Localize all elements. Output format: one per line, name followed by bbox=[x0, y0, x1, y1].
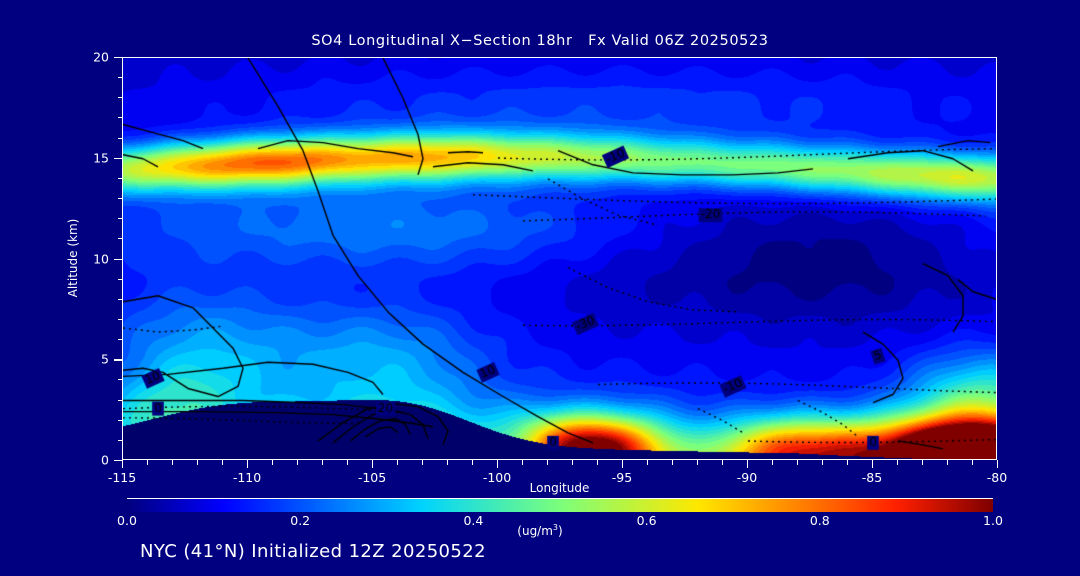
y-axis-major-tick bbox=[114, 157, 122, 160]
x-axis-minor-tick bbox=[322, 460, 323, 465]
x-axis-title: Longitude bbox=[529, 481, 590, 495]
y-axis-minor-tick bbox=[117, 379, 122, 381]
x-axis-major-tick bbox=[622, 460, 624, 468]
chart-caption: NYC (41°N) Initialized 12Z 20250522 bbox=[140, 541, 486, 562]
y-axis-tick-label: 10 bbox=[93, 251, 109, 266]
colorbar-tick-label: 0.0 bbox=[117, 513, 137, 528]
y-axis-major-tick bbox=[114, 57, 122, 59]
y-axis-tick-label: 0 bbox=[101, 452, 109, 468]
x-axis-minor-tick bbox=[522, 460, 523, 465]
x-axis-tick-label: -115 bbox=[107, 470, 137, 485]
y-axis-minor-tick bbox=[117, 117, 122, 119]
x-axis-minor-tick bbox=[172, 460, 173, 465]
y-axis-tick-label: 20 bbox=[93, 49, 109, 65]
units-paren: ) bbox=[558, 524, 563, 538]
colorbar-tick-label: 1.0 bbox=[983, 513, 1003, 528]
x-axis-minor-tick bbox=[947, 460, 948, 465]
colorbar bbox=[127, 498, 993, 512]
colorbar-tick-label: 0.2 bbox=[290, 513, 311, 528]
y-axis-major-tick bbox=[114, 359, 122, 361]
x-axis-tick-label: -95 bbox=[611, 470, 633, 485]
y-axis-minor-tick bbox=[117, 238, 122, 240]
units-text: (ug/m bbox=[517, 524, 553, 538]
colorbar-gradient bbox=[127, 499, 993, 512]
x-axis-tick-label: -90 bbox=[736, 470, 758, 485]
y-axis-minor-tick bbox=[117, 419, 122, 421]
x-axis-minor-tick bbox=[597, 460, 598, 465]
x-axis-minor-tick bbox=[447, 460, 448, 465]
x-axis-minor-tick bbox=[672, 460, 673, 465]
x-axis-minor-tick bbox=[297, 460, 298, 465]
y-axis-minor-tick bbox=[117, 278, 122, 280]
y-axis-minor-tick bbox=[117, 177, 122, 179]
colorbar-tick-label: 0.8 bbox=[809, 513, 830, 528]
x-axis-tick-label: -110 bbox=[232, 470, 262, 485]
y-axis-minor-tick bbox=[117, 77, 122, 79]
cross-section-plot-area bbox=[122, 57, 997, 460]
x-axis-major-tick bbox=[872, 460, 874, 468]
x-axis-minor-tick bbox=[272, 460, 273, 465]
x-axis-minor-tick bbox=[347, 460, 348, 465]
x-axis-minor-tick bbox=[722, 460, 723, 465]
y-axis-minor-tick bbox=[117, 218, 122, 220]
y-axis-minor-tick bbox=[117, 198, 122, 200]
x-axis-major-tick bbox=[372, 460, 374, 468]
y-axis-minor-tick bbox=[117, 339, 122, 341]
units-exponent: 3 bbox=[552, 523, 559, 532]
y-axis-minor-tick bbox=[117, 439, 122, 441]
colorbar-tick-label: 0.4 bbox=[463, 513, 484, 528]
y-axis-tick-label: 15 bbox=[93, 150, 109, 166]
x-axis-tick-label: -80 bbox=[986, 470, 1008, 485]
chart-title: SO4 Longitudinal X−Section 18hr Fx Valid… bbox=[311, 33, 769, 49]
x-axis-minor-tick bbox=[822, 460, 823, 465]
x-axis-minor-tick bbox=[472, 460, 473, 465]
y-axis-title: Altitude (km) bbox=[66, 218, 80, 298]
x-axis-minor-tick bbox=[972, 460, 973, 465]
x-axis-minor-tick bbox=[147, 460, 148, 465]
x-axis-tick-label: -105 bbox=[357, 470, 387, 485]
x-axis-minor-tick bbox=[922, 460, 923, 465]
y-axis-major-tick bbox=[114, 460, 122, 462]
x-axis-minor-tick bbox=[647, 460, 648, 465]
x-axis-minor-tick bbox=[897, 460, 898, 465]
x-axis-minor-tick bbox=[197, 460, 198, 465]
x-axis-minor-tick bbox=[572, 460, 573, 465]
x-axis-tick-label: -100 bbox=[482, 470, 512, 485]
colorbar-units-label: (ug/m3) bbox=[0, 523, 1080, 538]
y-axis-minor-tick bbox=[117, 137, 122, 139]
x-axis-major-tick bbox=[122, 460, 124, 468]
colorbar-tick-label: 0.6 bbox=[636, 513, 657, 528]
x-axis-minor-tick bbox=[697, 460, 698, 465]
y-axis-minor-tick bbox=[117, 318, 122, 320]
x-axis-minor-tick bbox=[797, 460, 798, 465]
x-axis-minor-tick bbox=[547, 460, 548, 465]
x-axis-major-tick bbox=[247, 460, 249, 468]
x-axis-minor-tick bbox=[847, 460, 848, 465]
y-axis-minor-tick bbox=[117, 97, 122, 99]
so4-concentration-field bbox=[123, 58, 996, 459]
x-axis-minor-tick bbox=[222, 460, 223, 465]
y-axis-major-tick bbox=[114, 258, 122, 260]
x-axis-tick-label: -85 bbox=[861, 470, 883, 485]
x-axis-major-tick bbox=[747, 460, 749, 468]
y-axis-minor-tick bbox=[117, 298, 122, 300]
x-axis-minor-tick bbox=[397, 460, 398, 465]
x-axis-minor-tick bbox=[422, 460, 423, 465]
x-axis-major-tick bbox=[997, 460, 999, 468]
x-axis-minor-tick bbox=[772, 460, 773, 465]
x-axis-major-tick bbox=[497, 460, 499, 468]
y-axis-minor-tick bbox=[117, 399, 122, 401]
y-axis-tick-label: 5 bbox=[101, 351, 109, 367]
